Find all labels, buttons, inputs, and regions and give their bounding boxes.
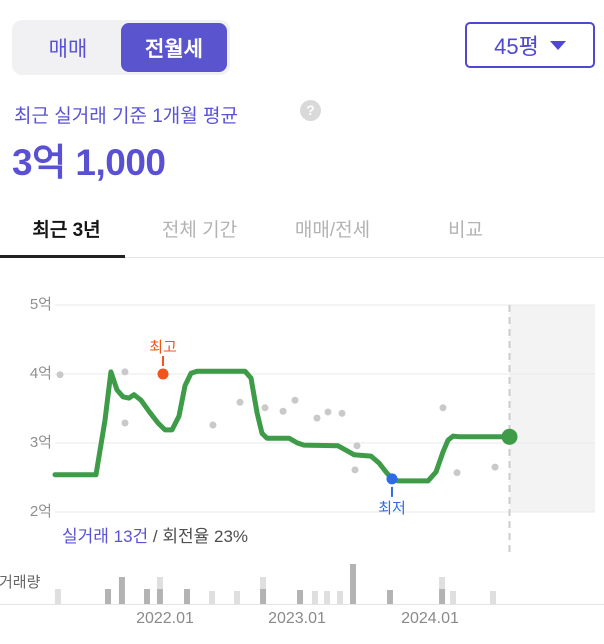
- y-axis-tick-4: 4억: [29, 365, 52, 382]
- x-axis-tick-2023: 2023.01: [268, 610, 326, 627]
- turnover-rate: / 회전율 23%: [148, 527, 249, 546]
- chart-tabs: 최근 3년 전체 기간 매매/전세 비교: [0, 200, 604, 258]
- average-price-value: 3억 1,000: [12, 142, 166, 183]
- max-price-label: 최고: [149, 339, 177, 356]
- tab-recent-3-years[interactable]: 최근 3년: [0, 200, 133, 258]
- x-axis-tick-2024: 2024.01: [401, 610, 459, 627]
- y-axis-tick-2: 2억: [29, 503, 52, 520]
- deal-stats-caption: 실거래 13건 / 회전율 23%: [62, 522, 248, 547]
- y-axis-tick-3: 3억: [29, 434, 52, 451]
- summary-title: 최근 실거래 기준 1개월 평균: [14, 106, 238, 127]
- deal-count: 실거래 13건: [62, 527, 149, 546]
- help-icon[interactable]: ?: [300, 100, 321, 121]
- size-dropdown-value: 45평: [494, 34, 539, 59]
- tab-compare[interactable]: 비교: [399, 200, 532, 257]
- tab-sale-jeonse[interactable]: 매매/전세: [266, 200, 399, 257]
- tab-all-period[interactable]: 전체 기간: [133, 200, 266, 257]
- x-axis-tick-2022: 2022.01: [136, 610, 194, 627]
- toggle-buy-button[interactable]: 매매: [15, 23, 121, 72]
- chevron-down-icon: [549, 40, 566, 50]
- volume-axis-label: 거래량: [0, 574, 41, 591]
- toggle-rent-button[interactable]: 전월세: [121, 23, 227, 72]
- y-axis-tick-5: 5억: [29, 296, 52, 313]
- trade-type-toggle: 매매 전월세: [12, 20, 230, 75]
- size-dropdown[interactable]: 45평: [465, 22, 595, 68]
- min-price-label: 최저: [378, 500, 406, 517]
